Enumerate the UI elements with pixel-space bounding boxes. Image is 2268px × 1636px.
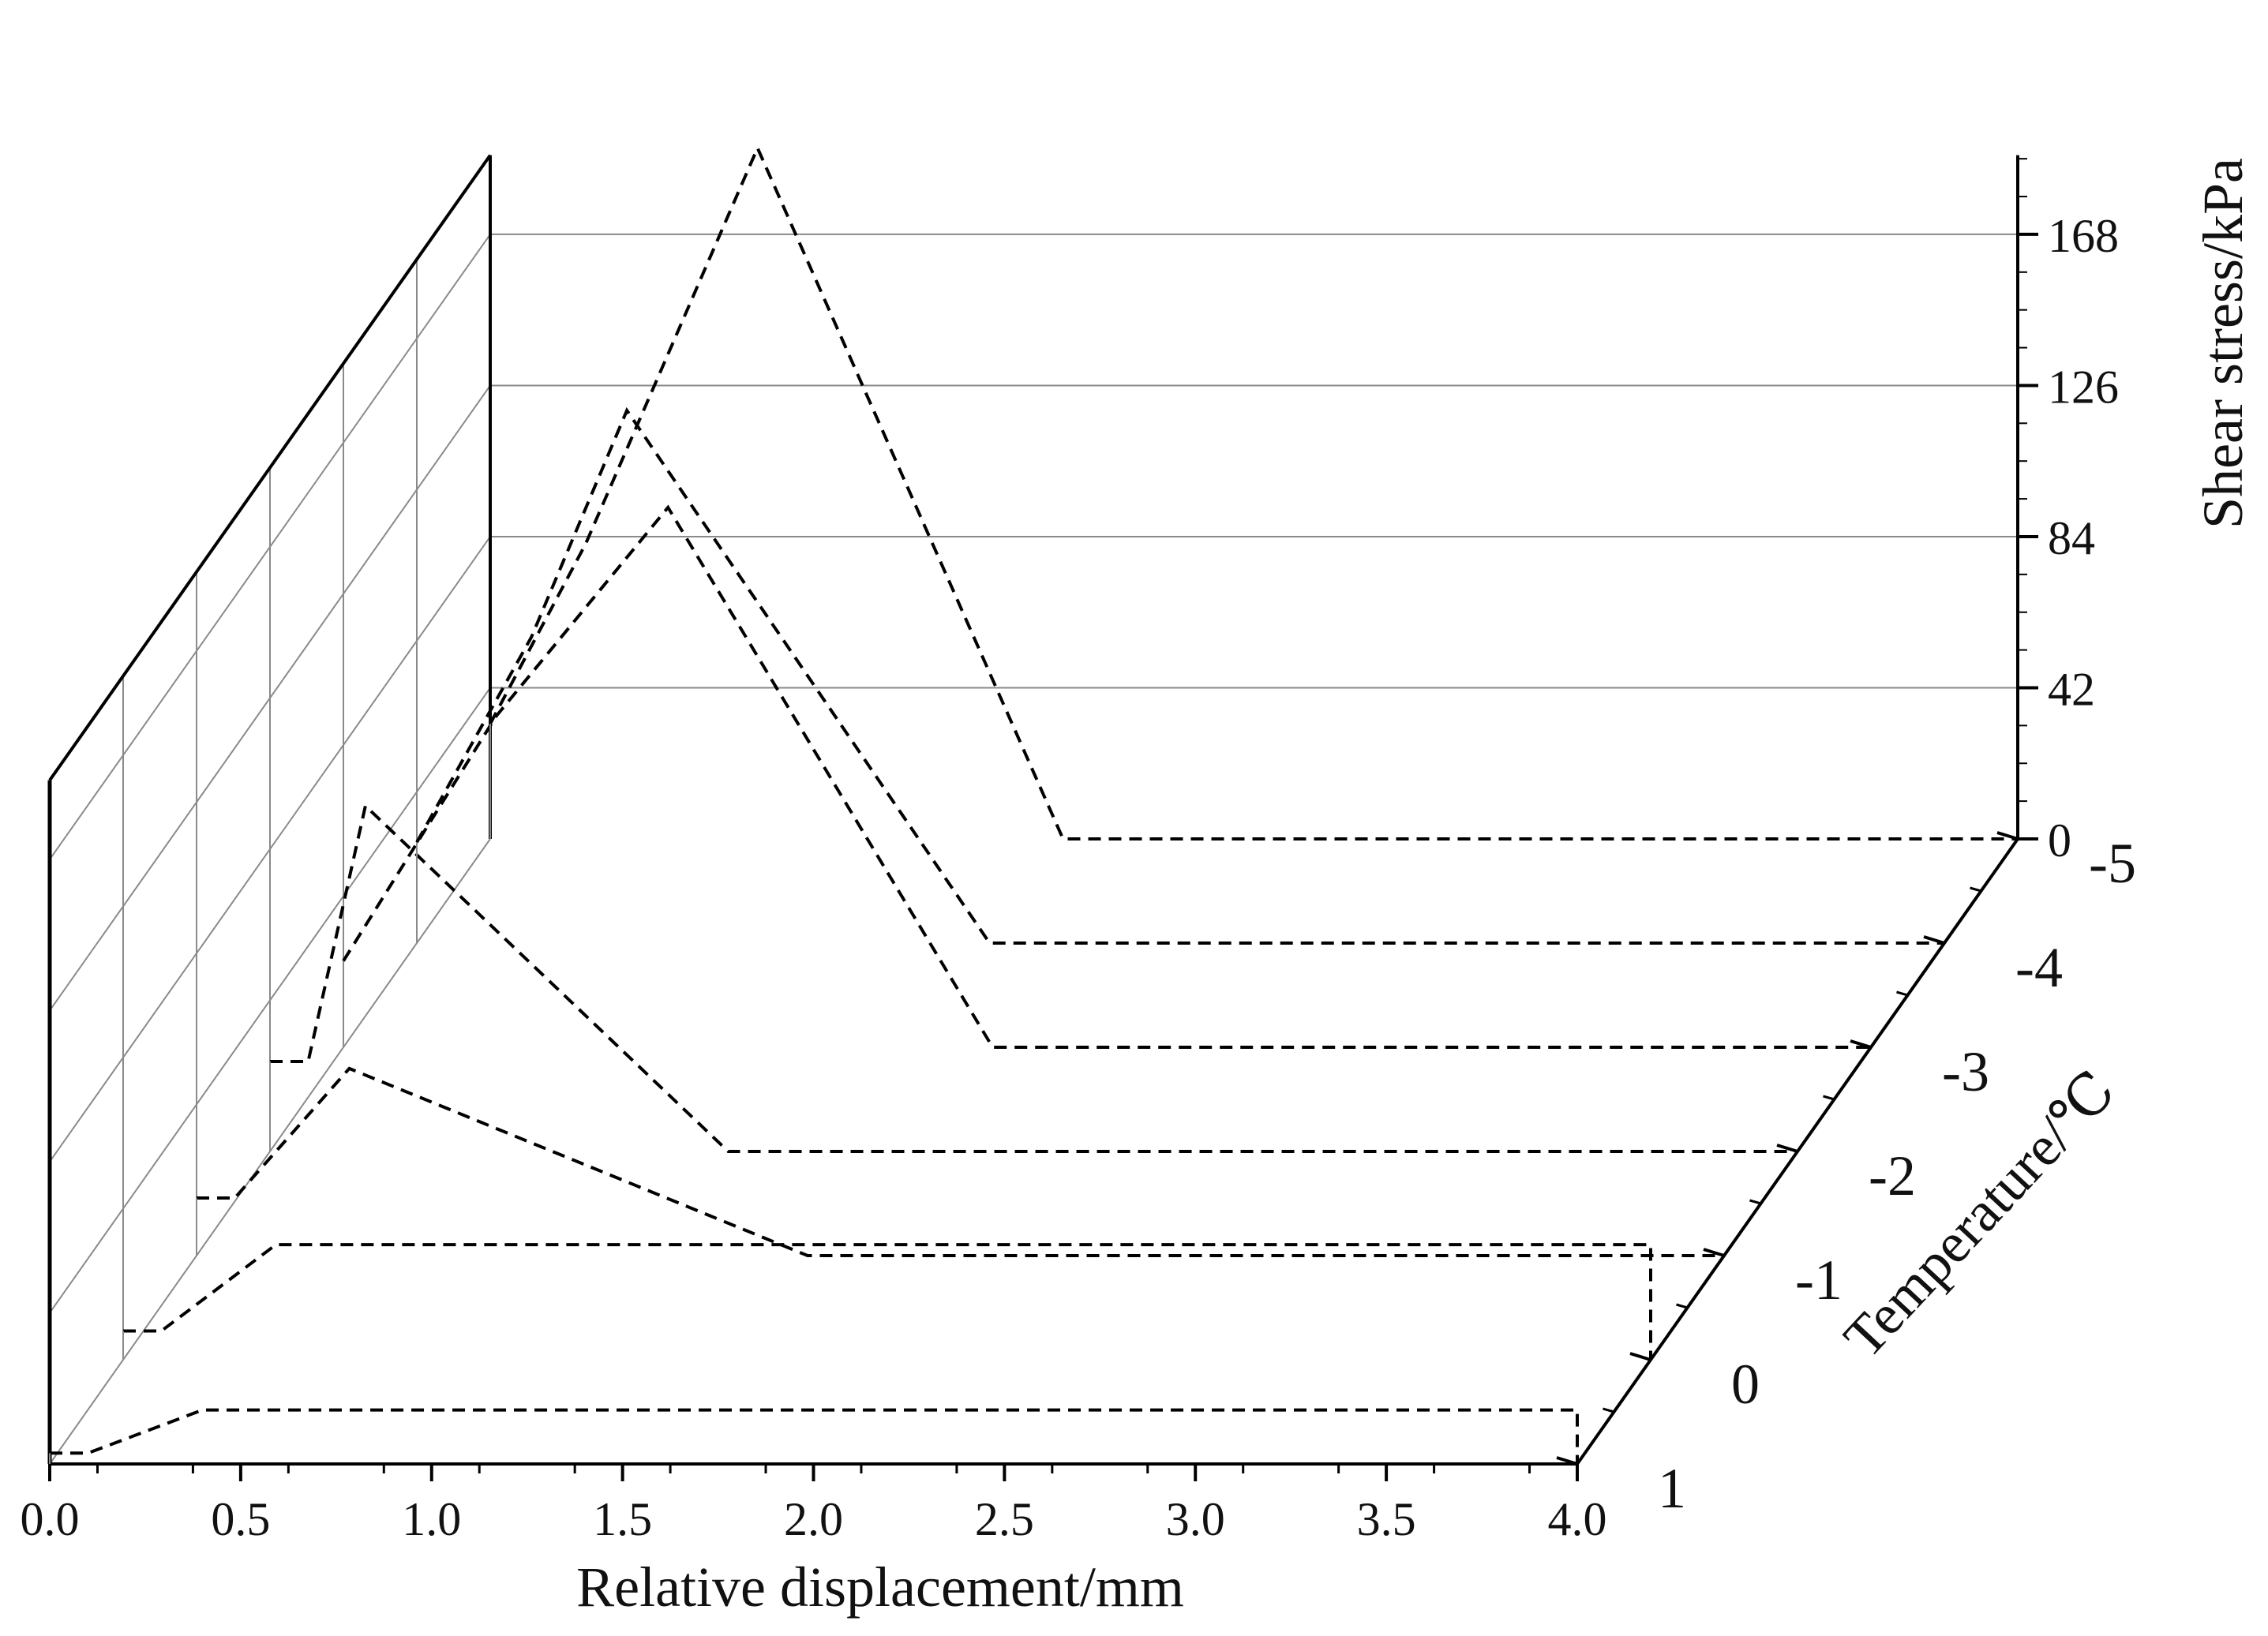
temperature-tick-label: 0	[1731, 1353, 1760, 1416]
x-tick-label: 3.5	[1357, 1493, 1416, 1545]
temperature-tick	[1556, 1456, 1578, 1466]
z-tick-label: 42	[2048, 663, 2095, 715]
left-wall-gridline-horizontal	[49, 384, 491, 1012]
temperature-minor-tick	[1676, 1303, 1688, 1309]
temperature-tick-label: -5	[2089, 832, 2136, 895]
temperature-minor-tick	[1749, 1199, 1761, 1205]
left-wall-gridline-horizontal	[49, 234, 491, 860]
temperature-minor-tick	[1603, 1407, 1614, 1413]
left-wall-top-edge	[48, 154, 492, 781]
z-axis-title: Shear stress/kPa	[2191, 158, 2255, 529]
y-axis-title: Temperature/℃	[1831, 1059, 2127, 1369]
z-tick-label: 126	[2048, 361, 2119, 413]
temperature-tick-label: -4	[2015, 936, 2063, 999]
left-wall-gridline-horizontal	[49, 536, 491, 1162]
x-tick-label: 4.0	[1548, 1493, 1607, 1545]
x-tick-label: 0.0	[21, 1493, 80, 1545]
temperature-minor-tick	[1896, 990, 1908, 997]
temperature-tick	[1776, 1144, 1798, 1153]
series-line-1	[50, 1408, 1579, 1464]
axes	[47, 155, 2038, 1481]
series-line--4	[415, 406, 1944, 945]
temperature-tick-label: 1	[1658, 1457, 1686, 1520]
x-axis-title: Relative displacement/mm	[576, 1556, 1184, 1619]
x-tick-label: 2.0	[784, 1493, 843, 1545]
x-tick-label: 1.0	[402, 1493, 461, 1545]
x-tick-label: 1.5	[593, 1493, 652, 1545]
z-tick-label: 84	[2048, 512, 2095, 564]
temperature-tick-label: -2	[1869, 1144, 1916, 1207]
temperature-minor-tick	[1970, 886, 1981, 893]
x-tick-label: 2.5	[975, 1493, 1034, 1545]
series	[49, 144, 2018, 1464]
temperature-tick-label: -1	[1795, 1249, 1843, 1312]
z-tick-label: 0	[2048, 814, 2071, 867]
x-tick-label: 3.0	[1166, 1493, 1225, 1545]
temperature-tick	[1629, 1352, 1651, 1361]
series-line-0	[123, 1243, 1652, 1360]
series-line--3	[342, 504, 1871, 1049]
left-wall-gridline-horizontal	[49, 687, 491, 1314]
temperature-tick-label: -3	[1942, 1040, 1989, 1103]
tick-labels: 0.0 0.5 1.0 1.5 2.0 2.5 3.0 3.5 4.0 10-1-2-3-4-50…	[21, 210, 2136, 1545]
z-tick-label: 168	[2048, 210, 2119, 262]
series-line--2	[270, 803, 1798, 1153]
temperature-tick	[1703, 1248, 1725, 1257]
series-line--5	[489, 144, 2018, 840]
grid	[48, 154, 2018, 1465]
x-tick-label: 0.5	[211, 1493, 270, 1545]
series-line--1	[197, 1066, 1724, 1257]
temperature-minor-tick	[1823, 1095, 1835, 1101]
